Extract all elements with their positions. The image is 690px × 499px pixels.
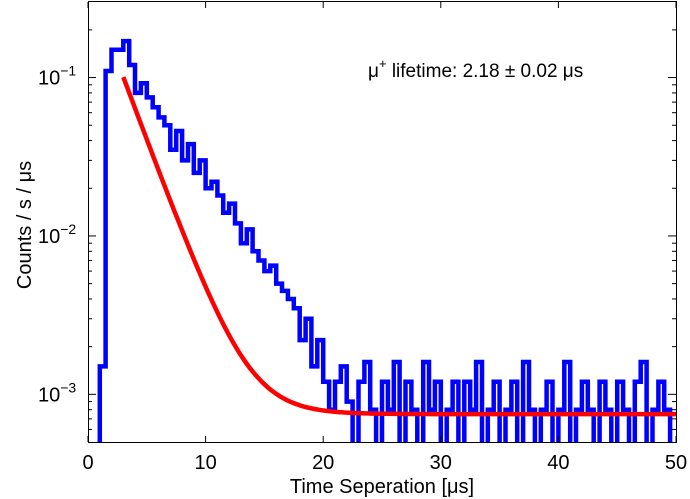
x-tick-label: 0 — [82, 452, 93, 474]
lifetime-annotation: μ+ lifetime: 2.18 ± 0.02 μs — [368, 56, 583, 82]
plus-superscript: + — [379, 56, 387, 71]
annotation-text: lifetime: 2.18 ± 0.02 — [387, 61, 563, 82]
plot-area — [97, 38, 676, 442]
x-tick-label: 10 — [194, 452, 216, 474]
annotation-unit: μs — [563, 61, 583, 82]
y-tick-label: 10−3 — [38, 379, 76, 406]
plot-frame — [88, 1, 677, 443]
x-tick-label: 40 — [547, 452, 569, 474]
y-tick-label: 10−2 — [38, 221, 76, 248]
histogram-series — [97, 38, 673, 442]
axis-ticks: 0 10 20 30 40 50 10−3 10−2 10−1 — [38, 2, 687, 474]
fit-curve — [121, 76, 676, 417]
x-axis-label: Time Seperation [μs] — [290, 476, 474, 498]
y-tick-label: 10−1 — [38, 63, 76, 90]
y-axis-label: Counts / s / μs — [14, 161, 36, 289]
x-tick-label: 20 — [312, 452, 334, 474]
x-tick-label: 50 — [665, 452, 687, 474]
mu-symbol: μ — [368, 61, 379, 82]
x-tick-label: 30 — [430, 452, 452, 474]
